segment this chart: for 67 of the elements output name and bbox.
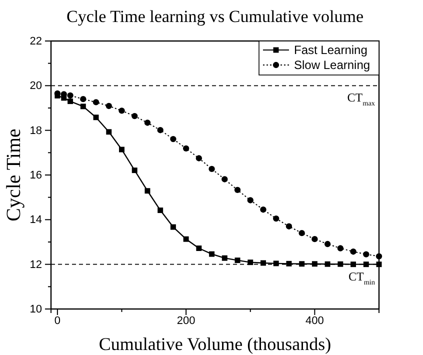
point	[106, 129, 112, 135]
point	[376, 253, 382, 260]
y-tick-label: 12	[30, 258, 42, 271]
point	[286, 223, 292, 230]
y-tick-label: 22	[30, 36, 42, 48]
point	[158, 208, 164, 214]
point	[363, 262, 369, 268]
point	[209, 251, 215, 257]
point	[312, 236, 318, 242]
point	[68, 98, 74, 104]
point	[93, 114, 99, 120]
point	[350, 262, 356, 268]
point	[144, 188, 150, 194]
point	[363, 251, 370, 258]
point	[222, 255, 228, 261]
y-tick-label: 18	[30, 124, 42, 137]
point	[170, 136, 176, 142]
x-tick-label: 400	[306, 314, 324, 327]
point	[376, 262, 382, 268]
point	[132, 112, 138, 120]
point	[324, 261, 330, 267]
point	[337, 245, 344, 252]
point	[132, 168, 138, 174]
point	[234, 186, 241, 194]
point	[183, 236, 189, 242]
point	[80, 104, 86, 110]
x-tick-label: 200	[176, 314, 196, 327]
x-tick-label: 0	[54, 314, 60, 327]
point	[350, 248, 356, 255]
ref-line-label: CT$_{min}$	[348, 269, 376, 286]
point	[298, 230, 305, 236]
x-axis-title: Cumulative Volume (thousands)	[98, 334, 332, 354]
y-axis-title: Cycle Time	[3, 128, 25, 222]
point	[247, 197, 254, 204]
point	[157, 127, 164, 134]
point	[273, 260, 279, 266]
point	[67, 92, 74, 99]
point	[234, 258, 240, 264]
point	[106, 102, 112, 110]
point	[260, 260, 266, 266]
point	[196, 155, 202, 162]
y-tick-label: 20	[30, 80, 42, 92]
point	[324, 240, 331, 248]
point	[222, 176, 228, 182]
point	[80, 96, 86, 102]
point	[92, 99, 100, 106]
point	[182, 145, 190, 152]
legend-label: Fast Learning	[294, 43, 368, 57]
ref-line-label: CT$_{max}$	[347, 90, 376, 108]
point	[196, 246, 202, 251]
point	[338, 261, 344, 267]
point	[260, 206, 266, 213]
point	[286, 260, 292, 266]
point	[119, 146, 124, 152]
point	[208, 166, 215, 172]
point	[248, 260, 254, 266]
y-tick-label: 10	[30, 304, 42, 316]
legend-label: Slow Learning	[294, 58, 370, 72]
point	[273, 215, 280, 222]
point	[312, 261, 318, 267]
point	[144, 120, 151, 126]
y-tick-label: 14	[30, 214, 42, 226]
point	[170, 224, 176, 230]
chart-title: Cycle Time learning vs Cumulative volume	[66, 7, 364, 26]
point	[299, 261, 305, 267]
y-tick-label: 16	[30, 170, 42, 182]
point	[118, 108, 125, 114]
